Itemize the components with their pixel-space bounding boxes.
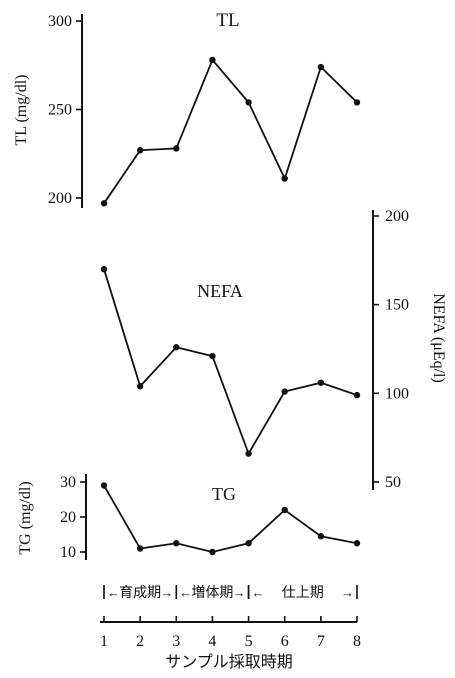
tg-y-tick-label: 10: [60, 544, 76, 561]
period-label: 増体期: [191, 585, 233, 601]
tl-data-point: [353, 99, 361, 106]
tl-y-tick-label: 250: [48, 102, 72, 119]
tg-data-point: [281, 506, 288, 514]
tl-y-tick-label: 300: [48, 13, 72, 30]
tl-data-point: [173, 145, 180, 152]
nefa-y-axis-label: NEFA (μEq/l): [430, 293, 447, 383]
x-tick-label: 1: [100, 633, 108, 650]
tg-y-tick-label: 20: [60, 509, 76, 526]
tg-series: [100, 482, 361, 556]
period-arrow-right: →: [233, 585, 246, 600]
nefa-data-point: [209, 352, 216, 360]
tg-data-point: [317, 533, 325, 540]
tg-data-point: [353, 540, 361, 547]
x-tick-label: 5: [245, 633, 253, 650]
nefa-series: [100, 266, 361, 457]
nefa-y-tick-label: 150: [385, 297, 409, 314]
nefa-data-point: [353, 391, 361, 399]
tl-series: [100, 56, 361, 207]
nefa-panel: 50 100 150 200 NEFA NEFA (μEq/l): [100, 208, 447, 491]
nefa-data-point: [173, 344, 180, 351]
nefa-y-tick-label: 100: [385, 385, 409, 402]
x-tick-label: 3: [172, 633, 180, 650]
tl-data-point: [136, 147, 144, 154]
x-tick-label: 6: [281, 633, 289, 650]
tg-data-point: [209, 548, 216, 556]
nefa-y-ticks: 50 100 150 200: [373, 208, 409, 491]
period-arrow-right: →: [341, 585, 354, 600]
tl-data-point: [209, 56, 216, 64]
tg-y-tick-label: 30: [60, 474, 76, 491]
tl-y-tick-label: 200: [48, 190, 72, 207]
x-tick-label: 8: [353, 633, 361, 650]
tg-data-point: [100, 482, 108, 489]
tl-data-point: [317, 63, 325, 71]
tg-series-line: [103, 485, 358, 553]
tg-data-point: [245, 540, 252, 547]
x-axis-label: サンプル採取時期: [165, 653, 293, 671]
tl-data-point: [245, 99, 252, 106]
nefa-data-point: [281, 388, 288, 395]
tl-y-ticks: 200 250 300: [48, 13, 82, 207]
tl-series-line: [103, 58, 358, 204]
period-annotations: 育成期← → 増体期← → 仕上期← →: [103, 585, 358, 601]
period-label: 育成期: [119, 585, 161, 601]
nefa-y-tick-label: 50: [385, 474, 401, 491]
period-arrow-left: ←: [179, 585, 192, 600]
period-arrow-left: ←: [252, 585, 265, 600]
nefa-series-line: [103, 268, 358, 456]
tg-title: TG: [212, 484, 236, 504]
nefa-title: NEFA: [197, 281, 243, 301]
x-axis-group: 1 2 3 4 5 6 7 8 サンプル採取時期: [100, 616, 361, 671]
tl-title: TL: [216, 10, 239, 31]
tg-y-axis-label: TG (mg/dl): [17, 481, 34, 554]
tl-y-axis-label: TL (mg/dl): [13, 75, 30, 146]
tg-y-ticks: 10 20 30: [60, 474, 86, 561]
x-tick-label: 7: [317, 633, 325, 650]
tl-data-point: [281, 175, 288, 182]
period-arrow-right: →: [160, 585, 173, 600]
x-tick-label: 4: [208, 633, 216, 650]
x-tick-label: 2: [136, 633, 144, 650]
nefa-data-point: [245, 450, 252, 457]
period-arrow-left: ←: [107, 585, 120, 600]
nefa-data-point: [136, 383, 144, 390]
tg-panel: 10 20 30 TG TG (mg/dl): [17, 474, 361, 561]
nefa-data-point: [317, 379, 325, 386]
period-label: 仕上期: [282, 585, 324, 601]
nefa-y-tick-label: 200: [385, 208, 409, 225]
x-ticks: 1 2 3 4 5 6 7 8: [100, 616, 361, 650]
tg-data-point: [136, 545, 144, 552]
tl-data-point: [100, 200, 108, 207]
tl-panel: 200 250 300 TL TL (mg/dl): [13, 10, 361, 208]
nefa-data-point: [100, 266, 108, 273]
tg-data-point: [173, 540, 180, 547]
